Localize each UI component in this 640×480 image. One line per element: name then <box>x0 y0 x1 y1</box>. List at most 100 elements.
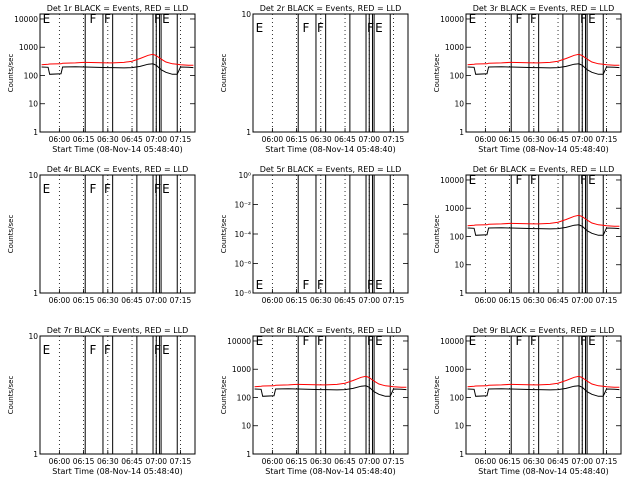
plot-frame <box>465 13 622 133</box>
y-tick-label: 10 <box>28 100 38 109</box>
detector-panel-2: Det 2r BLACK = Events, RED = LLD 1 10 Count… <box>220 4 409 154</box>
flag-label: F <box>367 21 374 35</box>
panel-title: Det 6r BLACK = Events, RED = LLD <box>473 165 615 174</box>
x-tick-label: 07:15 <box>170 457 192 466</box>
y-tick-label: 1 <box>33 128 38 137</box>
y-tick-label: 1 <box>459 289 464 298</box>
flag-label: F <box>154 343 161 357</box>
x-tick-label: 06:00 <box>49 457 71 466</box>
x-tick-label: 07:15 <box>383 135 405 144</box>
y-axis-label: Counts/sec <box>220 215 228 254</box>
x-tick-label: 06:30 <box>310 296 332 305</box>
flag-label: E <box>469 173 477 187</box>
x-tick-label: 06:45 <box>547 296 569 305</box>
x-axis-label: Start Time (08-Nov-14 05:48:40) <box>265 467 395 476</box>
x-tick-label: 07:00 <box>145 135 167 144</box>
plot-frame <box>465 335 622 455</box>
flag-label: E <box>256 278 264 292</box>
plot-frame <box>39 174 196 294</box>
x-axis-label: Start Time (08-Nov-14 05:48:40) <box>478 145 608 154</box>
x-tick-label: 06:30 <box>310 135 332 144</box>
x-tick-label: 07:15 <box>170 135 192 144</box>
x-tick-label: 06:30 <box>310 457 332 466</box>
x-tick-label: 06:30 <box>97 457 119 466</box>
x-tick-label: 06:00 <box>262 135 284 144</box>
y-tick-label: 10⁰ <box>238 171 251 180</box>
x-tick-label: 06:30 <box>523 296 545 305</box>
flag-label: F <box>367 278 374 292</box>
flag-label: F <box>515 12 522 26</box>
y-tick-label: 1000 <box>19 43 38 52</box>
flag-label: F <box>367 334 374 348</box>
flag-label: E <box>43 343 51 357</box>
flag-label: E <box>256 334 264 348</box>
flag-label: F <box>580 334 587 348</box>
y-tick-label: 10 <box>241 10 251 19</box>
x-tick-label: 06:00 <box>49 135 71 144</box>
y-tick-label: 10000 <box>440 337 464 346</box>
y-tick-label: 10⁻⁴ <box>234 230 251 239</box>
flag-label: E <box>162 182 170 196</box>
y-axis-label: Counts/sec <box>433 54 441 93</box>
y-tick-label: 1 <box>459 128 464 137</box>
panel-title: Det 1r BLACK = Events, RED = LLD <box>47 4 189 13</box>
panel-title: Det 8r BLACK = Events, RED = LLD <box>260 326 402 335</box>
y-axis-label: Counts/sec <box>433 376 441 415</box>
events-series-line <box>467 385 620 397</box>
x-axis-label: Start Time (08-Nov-14 05:48:40) <box>52 145 182 154</box>
events-series-line <box>467 63 620 75</box>
plot-frame <box>252 174 409 294</box>
x-tick-label: 07:00 <box>145 296 167 305</box>
plot-frame <box>39 13 196 133</box>
flag-label: F <box>302 334 309 348</box>
x-tick-label: 06:00 <box>475 457 497 466</box>
lld-series-line <box>467 53 620 66</box>
flag-label: E <box>469 12 477 26</box>
flag-label: F <box>104 182 111 196</box>
x-tick-label: 06:45 <box>121 457 143 466</box>
x-tick-label: 06:15 <box>499 457 521 466</box>
y-tick-label: 1 <box>246 128 251 137</box>
flag-label: E <box>43 12 51 26</box>
flag-label: F <box>302 21 309 35</box>
lld-series-line <box>467 214 620 227</box>
panel-title: Det 3r BLACK = Events, RED = LLD <box>473 4 615 13</box>
y-axis-label: Counts/sec <box>7 54 15 93</box>
flag-label: E <box>375 278 383 292</box>
flag-label: F <box>104 12 111 26</box>
flag-label: E <box>162 12 170 26</box>
y-tick-label: 10⁻⁸ <box>234 289 251 298</box>
x-tick-label: 07:00 <box>571 457 593 466</box>
x-tick-label: 07:00 <box>571 296 593 305</box>
panel-title: Det 2r BLACK = Events, RED = LLD <box>260 4 402 13</box>
x-tick-label: 06:15 <box>286 135 308 144</box>
x-tick-label: 06:15 <box>286 296 308 305</box>
lld-series-line <box>254 375 407 388</box>
plot-frame <box>252 335 409 455</box>
y-tick-label: 100 <box>450 71 465 80</box>
events-series-line <box>254 385 407 397</box>
panel-title: Det 5r BLACK = Events, RED = LLD <box>260 165 402 174</box>
y-tick-label: 10000 <box>227 337 251 346</box>
x-tick-label: 06:00 <box>475 135 497 144</box>
flag-label: E <box>469 334 477 348</box>
flag-label: F <box>89 343 96 357</box>
flag-label: F <box>89 182 96 196</box>
y-axis-label: Counts/sec <box>433 215 441 254</box>
x-tick-label: 06:30 <box>523 457 545 466</box>
y-tick-label: 100 <box>450 393 465 402</box>
flag-label: F <box>530 12 537 26</box>
flag-label: E <box>43 182 51 196</box>
x-tick-label: 06:45 <box>121 135 143 144</box>
y-tick-label: 10000 <box>440 15 464 24</box>
y-tick-label: 10⁻⁶ <box>234 260 251 269</box>
y-axis-label: Counts/sec <box>7 376 15 415</box>
detector-panel-6: Det 6r BLACK = Events, RED = LLD 1 10 100 10… <box>433 165 622 305</box>
x-tick-label: 07:00 <box>358 135 380 144</box>
flag-label: E <box>588 12 596 26</box>
x-axis-label: Start Time (08-Nov-14 05:48:40) <box>52 467 182 476</box>
x-tick-label: 06:15 <box>286 457 308 466</box>
flag-label: E <box>375 334 383 348</box>
flag-label: F <box>317 21 324 35</box>
plot-frame <box>465 174 622 294</box>
